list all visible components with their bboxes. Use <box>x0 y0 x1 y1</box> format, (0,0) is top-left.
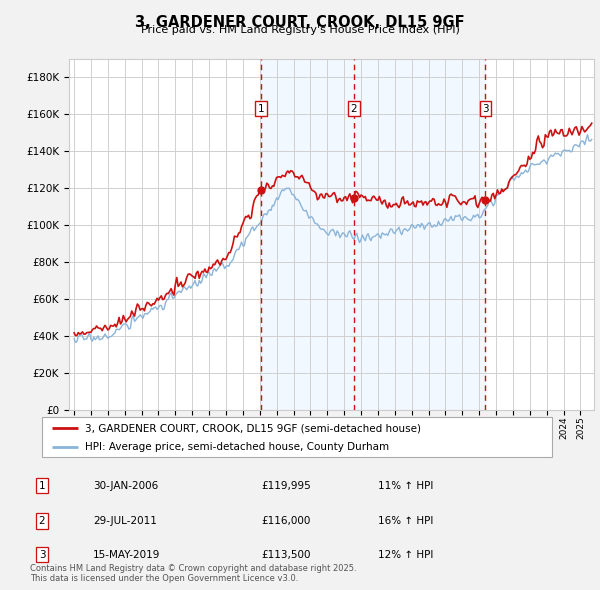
Text: 12% ↑ HPI: 12% ↑ HPI <box>378 550 433 559</box>
Text: 1: 1 <box>258 104 265 114</box>
Text: 15-MAY-2019: 15-MAY-2019 <box>93 550 160 559</box>
Text: HPI: Average price, semi-detached house, County Durham: HPI: Average price, semi-detached house,… <box>85 442 389 452</box>
Text: Price paid vs. HM Land Registry's House Price Index (HPI): Price paid vs. HM Land Registry's House … <box>140 25 460 35</box>
Text: 16% ↑ HPI: 16% ↑ HPI <box>378 516 433 526</box>
Text: 11% ↑ HPI: 11% ↑ HPI <box>378 481 433 490</box>
Text: 3, GARDENER COURT, CROOK, DL15 9GF: 3, GARDENER COURT, CROOK, DL15 9GF <box>135 15 465 30</box>
Text: 29-JUL-2011: 29-JUL-2011 <box>93 516 157 526</box>
Text: 1: 1 <box>38 481 46 490</box>
Bar <box>261 59 485 410</box>
Text: £119,995: £119,995 <box>261 481 311 490</box>
Text: 3: 3 <box>482 104 489 114</box>
FancyBboxPatch shape <box>42 417 552 457</box>
Text: 3, GARDENER COURT, CROOK, DL15 9GF (semi-detached house): 3, GARDENER COURT, CROOK, DL15 9GF (semi… <box>85 424 421 434</box>
Text: 2: 2 <box>350 104 357 114</box>
Text: Contains HM Land Registry data © Crown copyright and database right 2025.
This d: Contains HM Land Registry data © Crown c… <box>30 563 356 583</box>
Text: £113,500: £113,500 <box>261 550 311 559</box>
Text: 2: 2 <box>38 516 46 526</box>
Text: 3: 3 <box>38 550 46 559</box>
Text: £116,000: £116,000 <box>261 516 310 526</box>
Text: 30-JAN-2006: 30-JAN-2006 <box>93 481 158 490</box>
